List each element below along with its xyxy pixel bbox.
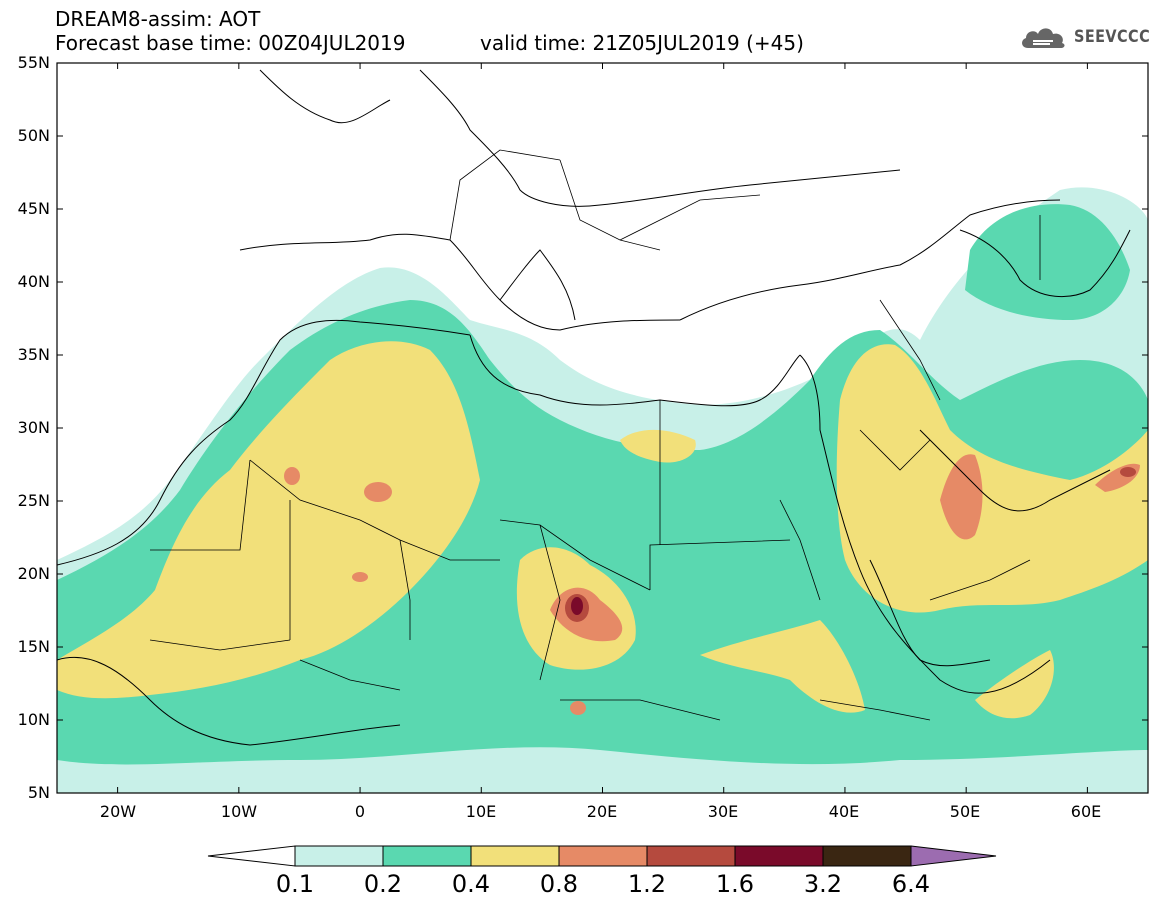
map-title: DREAM8-assim: AOT (55, 7, 261, 31)
aot-band-0.8-spot-2 (284, 467, 300, 485)
forecast-base-time: Forecast base time: 00Z04JUL2019 (55, 31, 406, 55)
colorbar-bin-4 (558, 845, 648, 867)
aot-band-0.8-gulf (940, 454, 983, 540)
lat-label: 15N (17, 637, 50, 656)
aot-contours (57, 69, 1148, 793)
aot-band-0.8-spot-4 (570, 701, 586, 715)
cloud-icon (1022, 28, 1065, 48)
colorbar-label: 1.2 (627, 870, 667, 898)
colorbar (207, 845, 997, 867)
lat-label: 45N (17, 199, 50, 218)
colorbar-bin-5 (646, 845, 736, 867)
lon-label: 20E (586, 802, 618, 821)
axis-ticks (57, 62, 1148, 794)
colorbar-label: 0.2 (363, 870, 403, 898)
colorbar-bin-7 (822, 845, 912, 867)
lat-label: 20N (17, 564, 50, 583)
aot-band-0.8-spot-1 (364, 482, 392, 502)
colorbar-label: 1.6 (715, 870, 755, 898)
colorbar-label: 6.4 (891, 870, 931, 898)
country-borders (149, 149, 1041, 721)
aot-band-0.4-west (57, 341, 480, 699)
lon-label: 20W (99, 802, 137, 821)
lat-label: 10N (17, 710, 50, 729)
colorbar-bin-6 (734, 845, 824, 867)
aot-band-0.4-sahel (700, 620, 865, 713)
colorbar-bin-1 (294, 845, 384, 867)
aot-band-1.2-iran (1120, 467, 1136, 477)
lon-label: 50E (949, 802, 981, 821)
aot-band-0.4-horn (975, 650, 1054, 719)
lon-label: 10W (220, 802, 258, 821)
lon-label: 0 (354, 802, 366, 821)
colorbar-bin-2 (382, 845, 472, 867)
colorbar-low-arrow (207, 845, 296, 867)
lat-label: 55N (17, 53, 50, 72)
aot-band-0.4-libya (620, 429, 696, 463)
lat-label: 40N (17, 272, 50, 291)
valid-time: valid time: 21Z05JUL2019 (+45) (480, 31, 804, 55)
lat-label: 25N (17, 491, 50, 510)
aot-band-0.4-arabia (836, 344, 1148, 613)
aot-band-0.8-spot-3 (352, 572, 368, 582)
lon-label: 60E (1070, 802, 1102, 821)
colorbar-label: 0.8 (539, 870, 579, 898)
seevccc-logo: SEEVCCC (1018, 22, 1164, 52)
lat-label: 50N (17, 126, 50, 145)
colorbar-label: 0.4 (451, 870, 491, 898)
lon-label: 10E (465, 802, 497, 821)
lat-label: 35N (17, 345, 50, 364)
lon-label: 30E (707, 802, 739, 821)
logo-text: SEEVCCC (1074, 27, 1151, 47)
lon-label: 40E (828, 802, 860, 821)
colorbar-label: 0.1 (275, 870, 315, 898)
colorbar-label: 3.2 (803, 870, 843, 898)
colorbar-high-arrow (910, 845, 997, 867)
lat-label: 5N (27, 783, 50, 802)
colorbar-bin-3 (470, 845, 560, 867)
aot-band-1.6-chad (571, 597, 583, 615)
lat-label: 30N (17, 418, 50, 437)
coastlines (57, 69, 1131, 746)
